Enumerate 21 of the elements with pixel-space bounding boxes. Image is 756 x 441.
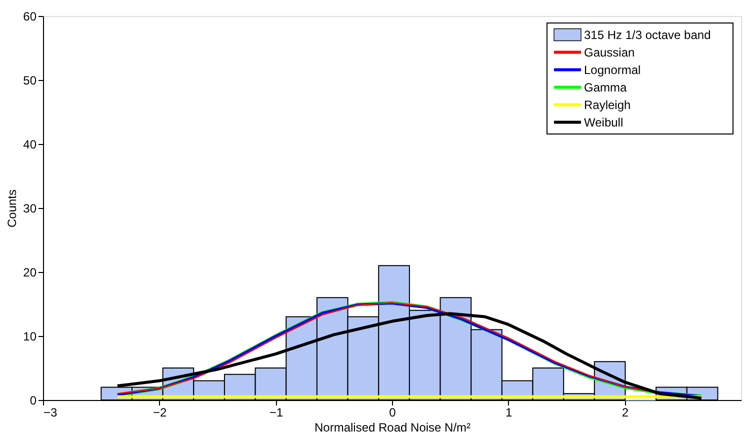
y-tick-label: 0 (30, 394, 37, 408)
y-tick-label: 20 (23, 266, 37, 280)
legend-label: Weibull (584, 115, 624, 130)
x-tick-label: 1 (505, 406, 512, 420)
y-tick-label: 60 (23, 10, 37, 24)
legend-label: Rayleigh (584, 98, 631, 112)
x-tick-label: 2 (622, 406, 629, 420)
legend-label: Gaussian (584, 45, 635, 60)
x-tick-label: −2 (152, 406, 167, 420)
legend-label: Lognormal (584, 62, 641, 77)
y-tick-label: 30 (23, 202, 37, 216)
x-tick-label: 0 (389, 406, 396, 420)
y-tick-label: 40 (23, 138, 37, 152)
legend-label: 315 Hz 1/3 octave band (584, 28, 711, 42)
x-tick-label: −3 (44, 406, 58, 420)
x-axis-title: Normalised Road Noise N/m² (314, 420, 471, 434)
y-tick-label: 10 (23, 330, 37, 344)
legend-label: Gamma (584, 80, 627, 94)
x-tick-label: −1 (269, 406, 284, 420)
y-tick-label: 50 (23, 74, 37, 88)
y-axis-title: Counts (5, 189, 20, 228)
